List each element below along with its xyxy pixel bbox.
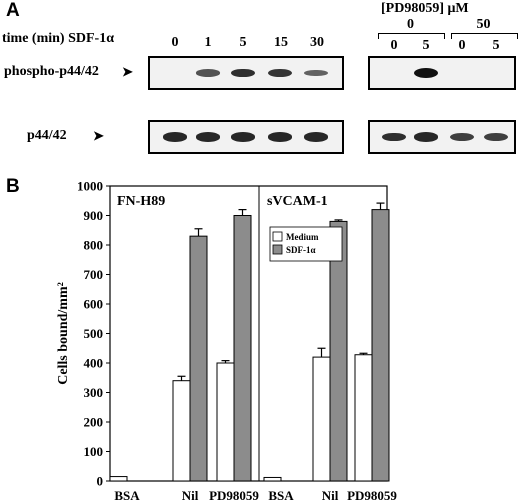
y-tick-label: 600 — [84, 297, 104, 312]
time-label: 15 — [274, 35, 288, 50]
y-tick-label: 0 — [97, 474, 104, 489]
blot-band — [414, 132, 438, 142]
y-tick-label: 700 — [84, 267, 104, 282]
inhibitor-label: [PD98059] μM — [381, 1, 469, 16]
y-tick-label: 200 — [84, 415, 104, 430]
y-axis-label: Cells bound/mm² — [56, 282, 71, 385]
x-tick-label: PD98059 — [347, 488, 397, 503]
x-tick-label: Nil — [322, 488, 339, 503]
inhibitor-time-label: 0 — [390, 38, 398, 53]
inhibitor-group-bracket — [378, 33, 445, 39]
blot-band — [382, 132, 406, 142]
inhibitor-time-label: 5 — [492, 38, 500, 53]
x-tick-label: BSA — [268, 488, 294, 503]
total-row-label: p44/42 — [27, 128, 67, 143]
legend-swatch — [272, 231, 283, 242]
phospho-row-label: phospho-p44/42 — [4, 64, 99, 79]
blot-band — [196, 69, 220, 77]
inhibitor-time-label: 0 — [458, 38, 466, 53]
y-tick-label: 500 — [84, 326, 104, 341]
panel-title: sVCAM-1 — [267, 194, 328, 209]
bar — [216, 362, 235, 482]
bar — [109, 476, 128, 482]
inhibitor-group-label: 50 — [476, 17, 491, 32]
phospho-arrow-icon: ➤ — [122, 64, 133, 79]
time-label: 0 — [171, 35, 179, 50]
legend-swatch — [272, 244, 283, 255]
blot-band — [268, 68, 292, 78]
bar — [263, 476, 282, 482]
blot-band — [484, 132, 508, 142]
blot-band — [268, 132, 292, 142]
y-tick-label: 400 — [84, 356, 104, 371]
inhibitor-group-bracket — [451, 33, 518, 39]
x-tick-label: PD98059 — [209, 488, 259, 503]
panel-b-letter: B — [6, 176, 20, 197]
inhibitor-group-label: 0 — [407, 17, 414, 32]
bar — [312, 356, 331, 482]
bar — [172, 380, 191, 482]
blot-band — [231, 132, 255, 142]
panel-title: FN-H89 — [117, 194, 165, 209]
blot-band — [304, 132, 328, 142]
phospho-blot-right — [368, 56, 516, 90]
blot-band — [231, 68, 255, 78]
blot-band — [450, 132, 474, 142]
bar — [371, 209, 390, 482]
total-arrow-icon: ➤ — [93, 128, 104, 143]
time-label: 1 — [204, 35, 212, 50]
time-label: 5 — [239, 35, 247, 50]
time-axis-label: time (min) SDF-1α — [2, 31, 115, 46]
blot-band — [163, 132, 187, 142]
y-tick-label: 1000 — [77, 179, 103, 194]
legend-label: Medium — [286, 232, 319, 242]
y-tick-label: 100 — [84, 444, 104, 459]
bar — [354, 354, 373, 482]
y-tick-label: 900 — [84, 208, 104, 223]
bar — [233, 215, 252, 482]
y-tick-label: 800 — [84, 238, 104, 253]
inhibitor-time-label: 5 — [422, 38, 430, 53]
bar — [189, 235, 208, 482]
blot-band — [196, 132, 220, 142]
x-tick-label: Nil — [182, 488, 199, 503]
blot-band — [414, 68, 438, 78]
time-label: 30 — [310, 35, 324, 50]
y-tick-label: 300 — [84, 385, 104, 400]
x-tick-label: BSA — [114, 488, 140, 503]
panel-a-letter: A — [6, 0, 20, 21]
legend-label: SDF-1α — [286, 245, 316, 255]
blot-band — [304, 69, 328, 77]
